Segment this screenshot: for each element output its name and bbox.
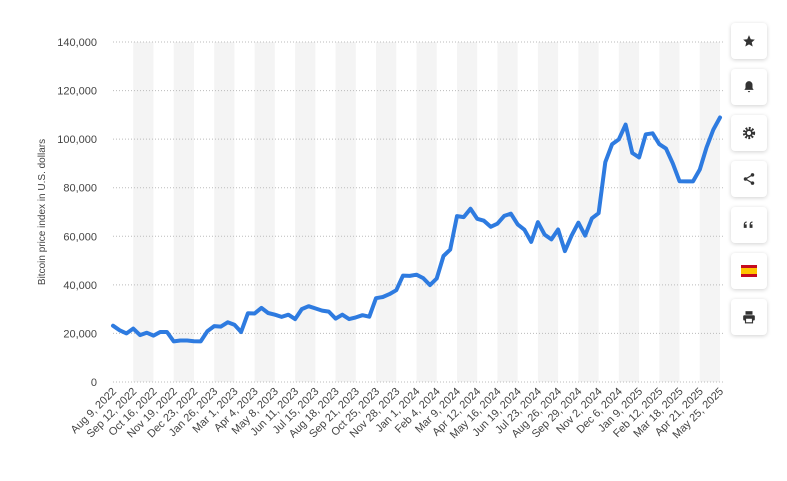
band (416, 42, 437, 382)
band (537, 42, 559, 382)
y-tick-label: 80,000 (63, 183, 97, 195)
band (659, 42, 680, 382)
y-tick-label: 120,000 (57, 86, 97, 98)
line (111, 115, 722, 344)
y-tick-label: 100,000 (57, 134, 97, 146)
y-tick-label: 140,000 (57, 37, 97, 49)
y-tick-label: 20,000 (63, 328, 97, 340)
y-tick-label: 40,000 (63, 280, 97, 292)
band (133, 42, 154, 382)
band (173, 42, 194, 382)
band (214, 42, 235, 382)
band (699, 42, 720, 382)
print-button[interactable] (731, 299, 767, 335)
cite-button[interactable] (731, 207, 767, 243)
band (618, 42, 640, 382)
favorite-button[interactable] (731, 23, 767, 59)
band (254, 42, 275, 382)
y-axis-label: Bitcoin price index in U.S. dollars (37, 139, 48, 285)
band (295, 42, 316, 382)
language-button[interactable] (731, 253, 767, 289)
band (497, 42, 518, 382)
alert-button[interactable] (731, 69, 767, 105)
share-button[interactable] (731, 161, 767, 197)
y-tick-label: 60,000 (63, 231, 97, 243)
settings-button[interactable] (731, 115, 767, 151)
y-tick-label: 0 (91, 377, 97, 389)
band (335, 42, 356, 382)
band (578, 42, 599, 382)
band (376, 42, 397, 382)
